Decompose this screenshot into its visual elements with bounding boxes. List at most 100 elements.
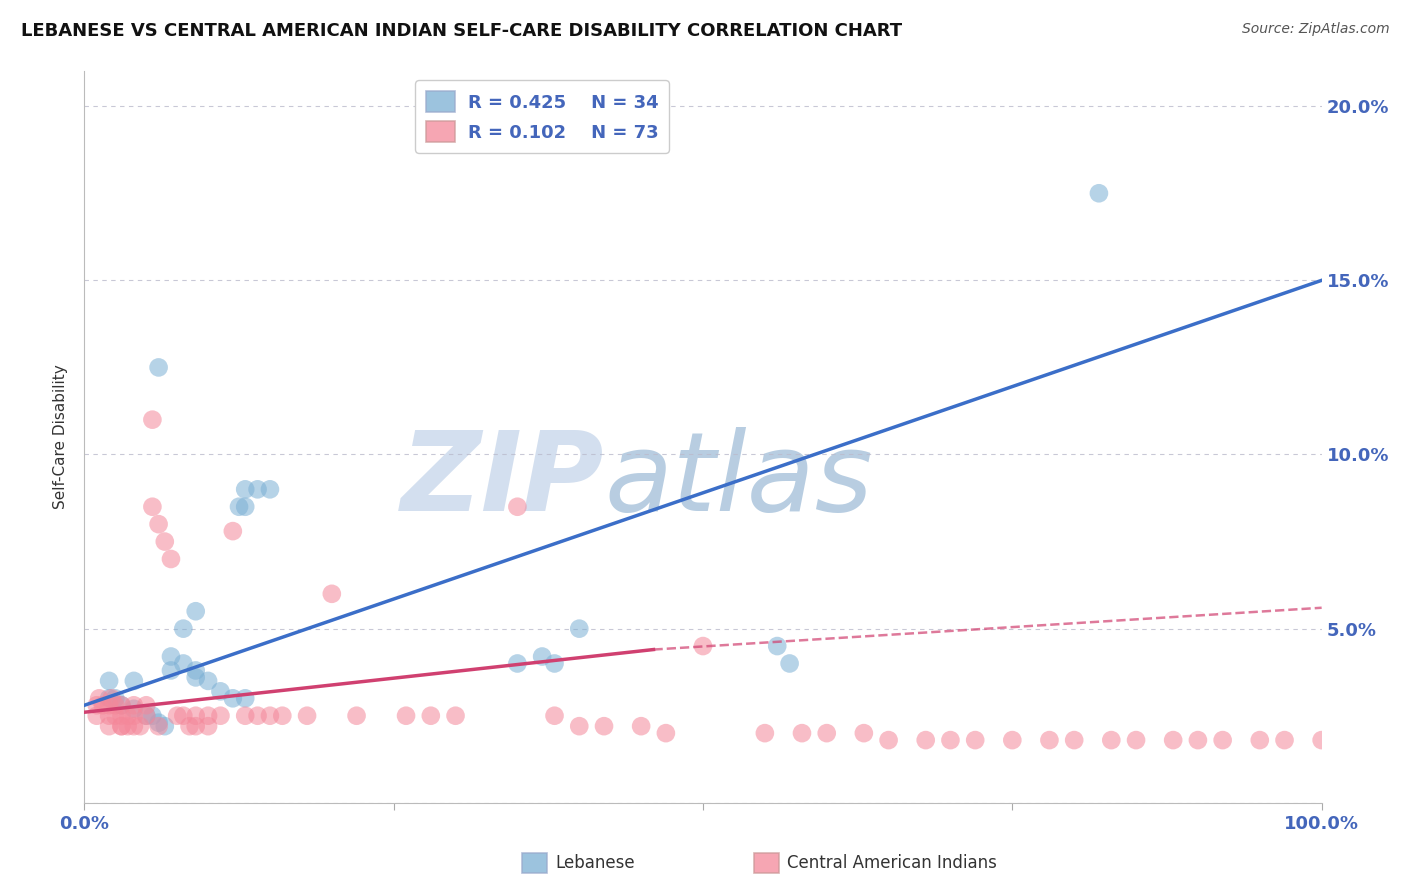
Point [197, 673, 219, 688]
Point [104, 708, 127, 723]
Point [197, 708, 219, 723]
Point [209, 708, 232, 723]
Point [122, 698, 145, 713]
Point [965, 733, 987, 747]
Bar [754, 854, 779, 873]
Point [184, 604, 207, 618]
Point [110, 698, 132, 713]
Point [692, 639, 714, 653]
Point [568, 719, 591, 733]
Point [98, 673, 121, 688]
Point [135, 708, 157, 723]
Point [148, 517, 170, 532]
Point [179, 719, 201, 733]
Point [259, 708, 281, 723]
Point [1161, 733, 1184, 747]
Point [117, 708, 139, 723]
Point [346, 708, 368, 723]
Point [543, 708, 565, 723]
Point [98, 698, 121, 713]
Point [630, 719, 652, 733]
Point [197, 719, 219, 733]
Point [233, 500, 256, 514]
Point [135, 708, 157, 723]
Point [110, 708, 132, 723]
Point [233, 708, 256, 723]
Legend: R = 0.425    N = 34, R = 0.102    N = 73: R = 0.425 N = 34, R = 0.102 N = 73 [415, 80, 669, 153]
Point [110, 719, 132, 733]
Point [233, 483, 256, 497]
Point [122, 708, 145, 723]
Point [98, 708, 121, 723]
Point [129, 719, 152, 733]
Point [110, 698, 132, 713]
Point [148, 360, 170, 375]
Point [419, 708, 441, 723]
Point [295, 708, 318, 723]
Text: Source: ZipAtlas.com: Source: ZipAtlas.com [1241, 22, 1389, 37]
Point [110, 719, 132, 733]
Point [184, 664, 207, 678]
Point [815, 726, 838, 740]
Point [135, 698, 157, 713]
Point [779, 657, 801, 671]
Text: ZIP: ZIP [401, 427, 605, 534]
Point [172, 622, 194, 636]
Point [568, 622, 591, 636]
Point [172, 708, 194, 723]
Point [86, 708, 108, 723]
Point [1099, 733, 1122, 747]
Point [209, 684, 232, 698]
Point [122, 702, 145, 716]
Point [754, 726, 776, 740]
Point [506, 500, 529, 514]
Point [100, 691, 122, 706]
Point [1187, 733, 1209, 747]
Point [1088, 186, 1111, 201]
Point [166, 708, 188, 723]
Point [141, 708, 163, 723]
Text: LEBANESE VS CENTRAL AMERICAN INDIAN SELF-CARE DISABILITY CORRELATION CHART: LEBANESE VS CENTRAL AMERICAN INDIAN SELF… [21, 22, 903, 40]
Point [160, 649, 183, 664]
Point [877, 733, 900, 747]
Point [1274, 733, 1296, 747]
Point [98, 719, 121, 733]
Point [148, 715, 170, 730]
Point [246, 483, 269, 497]
Text: atlas: atlas [605, 427, 873, 534]
Point [228, 500, 250, 514]
Point [98, 691, 121, 706]
Point [506, 657, 529, 671]
Point [321, 587, 343, 601]
Point [117, 719, 139, 733]
Point [153, 534, 176, 549]
Point [160, 552, 183, 566]
Point [531, 649, 554, 664]
Text: Central American Indians: Central American Indians [787, 855, 997, 872]
Point [184, 670, 207, 684]
Bar [522, 854, 547, 873]
Point [395, 708, 418, 723]
Point [148, 719, 170, 733]
Point [246, 708, 269, 723]
Point [1310, 733, 1333, 747]
Point [91, 698, 114, 713]
Point [1249, 733, 1271, 747]
Point [89, 691, 111, 706]
Point [1063, 733, 1085, 747]
Point [655, 726, 678, 740]
Point [233, 691, 256, 706]
Point [939, 733, 962, 747]
Point [122, 673, 145, 688]
Text: Lebanese: Lebanese [555, 855, 636, 872]
Point [141, 412, 163, 426]
Point [543, 657, 565, 671]
Point [153, 719, 176, 733]
Point [852, 726, 875, 740]
Point [1001, 733, 1024, 747]
Point [104, 698, 127, 713]
Point [259, 483, 281, 497]
Point [160, 664, 183, 678]
Point [271, 708, 294, 723]
Point [914, 733, 936, 747]
